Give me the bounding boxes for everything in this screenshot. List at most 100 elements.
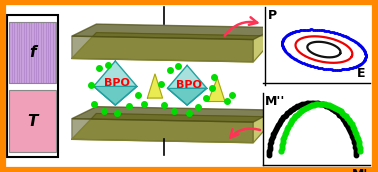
Point (279, 117, 285, 120)
Point (331, 109, 337, 111)
Point (334, 111, 340, 114)
Point (303, 106, 309, 109)
Point (294, 105, 301, 108)
Text: T: T (27, 114, 37, 129)
Point (282, 133, 288, 136)
Point (273, 127, 279, 130)
Point (283, 113, 289, 116)
Polygon shape (208, 78, 225, 101)
Point (270, 133, 276, 136)
Point (278, 119, 284, 122)
Point (356, 144, 362, 146)
Point (299, 103, 305, 106)
Point (330, 105, 336, 108)
Point (288, 109, 294, 111)
Point (351, 128, 357, 131)
Point (355, 141, 361, 144)
Point (349, 133, 355, 136)
Point (339, 112, 345, 114)
Point (322, 103, 328, 106)
Point (274, 126, 280, 128)
Point (287, 123, 293, 126)
Point (285, 125, 291, 128)
Point (353, 154, 359, 157)
Point (329, 108, 335, 110)
Point (297, 104, 304, 106)
Point (304, 102, 310, 105)
Point (305, 102, 311, 104)
FancyBboxPatch shape (7, 15, 58, 157)
Point (285, 111, 291, 114)
Point (346, 127, 352, 130)
Point (326, 104, 332, 107)
FancyBboxPatch shape (9, 22, 56, 83)
Point (350, 137, 356, 140)
Point (347, 121, 353, 124)
Text: BPO: BPO (104, 78, 130, 88)
Point (291, 107, 297, 109)
Point (348, 131, 354, 134)
Point (307, 101, 313, 104)
Polygon shape (72, 114, 276, 143)
Point (347, 129, 353, 132)
Point (275, 124, 281, 127)
Point (326, 106, 332, 109)
Point (279, 144, 285, 146)
Point (289, 119, 295, 122)
Point (270, 135, 276, 138)
Point (349, 135, 355, 138)
Point (290, 108, 296, 110)
Point (296, 104, 302, 107)
Point (312, 101, 318, 104)
Point (352, 143, 358, 146)
Point (301, 108, 307, 110)
Polygon shape (167, 88, 207, 105)
Point (307, 105, 313, 107)
Point (353, 152, 359, 154)
Point (350, 125, 356, 128)
Polygon shape (167, 65, 207, 105)
Point (342, 115, 349, 118)
Point (351, 139, 357, 142)
Point (319, 103, 325, 105)
Point (320, 103, 326, 106)
Polygon shape (72, 36, 253, 62)
Point (334, 108, 340, 110)
Polygon shape (72, 119, 253, 143)
Point (272, 129, 278, 132)
Point (291, 117, 297, 120)
Point (276, 122, 282, 125)
Point (309, 101, 315, 104)
Point (268, 141, 274, 144)
Point (280, 138, 287, 141)
Point (356, 146, 363, 149)
Point (266, 149, 272, 152)
Point (316, 103, 322, 105)
Point (315, 102, 321, 105)
Point (267, 143, 273, 146)
Point (344, 124, 350, 127)
Point (278, 149, 284, 152)
Text: M': M' (352, 168, 368, 172)
Point (349, 123, 355, 126)
Point (266, 147, 273, 150)
Text: E: E (357, 67, 366, 80)
Point (325, 105, 331, 108)
Polygon shape (72, 107, 276, 122)
Point (287, 110, 293, 112)
Polygon shape (72, 33, 276, 62)
Text: f: f (29, 45, 36, 60)
Point (266, 154, 272, 157)
Polygon shape (94, 86, 137, 105)
Point (311, 103, 318, 106)
Text: P: P (268, 9, 277, 22)
Point (346, 119, 352, 122)
Point (294, 113, 300, 116)
Point (297, 110, 304, 113)
Point (338, 110, 344, 113)
Text: BPO: BPO (176, 80, 202, 90)
Text: M'': M'' (265, 95, 285, 108)
Point (345, 126, 352, 128)
Point (352, 130, 358, 133)
Point (296, 112, 302, 114)
